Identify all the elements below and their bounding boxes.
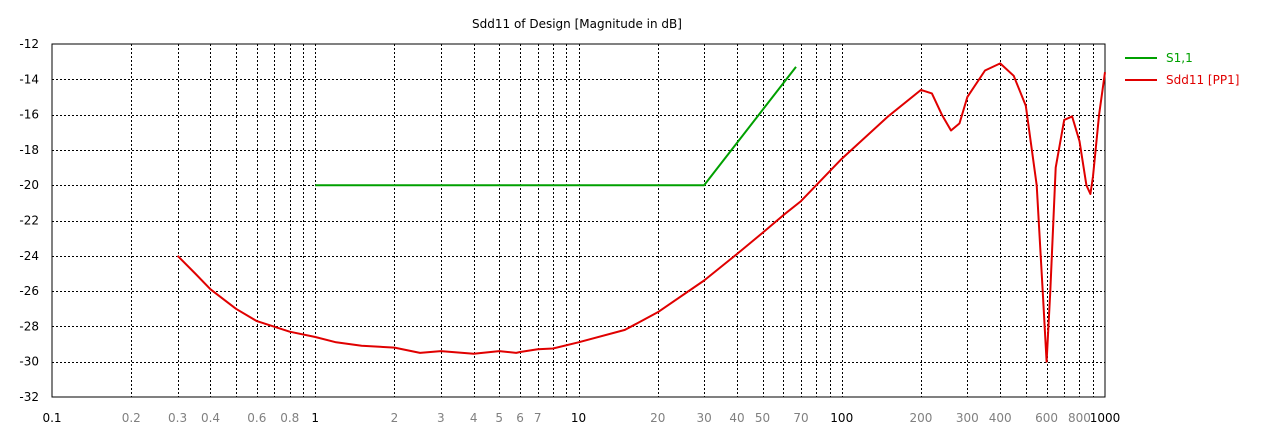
x-tick-label: 0.6 xyxy=(247,411,266,425)
plot-frame xyxy=(51,43,1106,398)
y-tick-label: -14 xyxy=(19,72,39,86)
y-tick-label: -12 xyxy=(19,37,39,51)
y-tick-label: -28 xyxy=(19,319,39,333)
y-tick-label: -20 xyxy=(19,178,39,192)
x-tick-label: 100 xyxy=(830,411,853,425)
x-tick-label: 6 xyxy=(516,411,524,425)
y-tick-label: -30 xyxy=(19,355,39,369)
x-tick-label: 1 xyxy=(311,411,319,425)
x-tick-label: 5 xyxy=(495,411,503,425)
x-tick-label: 40 xyxy=(729,411,744,425)
x-tick-label: 0.8 xyxy=(280,411,299,425)
x-tick-label: 400 xyxy=(989,411,1012,425)
x-tick-label: 20 xyxy=(650,411,665,425)
x-tick-label: 0.4 xyxy=(201,411,220,425)
series-line-1 xyxy=(176,62,1106,363)
x-tick-label: 3 xyxy=(437,411,445,425)
y-tick-label: -18 xyxy=(19,143,39,157)
y-axis: -12 -14 -16 -18 -20 -22 -24 -26 -28 -30 -32 xyxy=(19,37,39,404)
y-tick-label: -32 xyxy=(19,390,39,404)
x-tick-label: 0.2 xyxy=(122,411,141,425)
x-tick-label: 0.1 xyxy=(42,411,61,425)
series-line-0 xyxy=(315,66,797,187)
x-tick-label: 800 xyxy=(1068,411,1091,425)
y-tick-label: -16 xyxy=(19,108,39,122)
x-tick-label: 10 xyxy=(571,411,586,425)
legend-label: Sdd11 [PP1] xyxy=(1166,73,1239,87)
y-tick-label: -24 xyxy=(19,249,39,263)
x-tick-label: 7 xyxy=(534,411,542,425)
grid xyxy=(52,44,1105,397)
y-tick-label: -22 xyxy=(19,214,39,228)
x-tick-label: 50 xyxy=(755,411,770,425)
x-tick-label: 1000 xyxy=(1090,411,1121,425)
x-tick-label: 70 xyxy=(793,411,808,425)
x-tick-label: 600 xyxy=(1035,411,1058,425)
x-tick-label: 2 xyxy=(391,411,399,425)
y-tick-label: -26 xyxy=(19,284,39,298)
legend: S1,1 Sdd11 [PP1] xyxy=(1125,51,1239,87)
legend-label: S1,1 xyxy=(1166,51,1193,65)
x-tick-label: 30 xyxy=(696,411,711,425)
plot-area xyxy=(176,62,1106,363)
x-tick-label: 200 xyxy=(910,411,933,425)
chart-title: Sdd11 of Design [Magnitude in dB] xyxy=(472,17,682,31)
x-axis: 0.1 0.2 0.3 0.4 0.6 0.8 1 2 3 4 5 6 7 10 20 30 40 50 70 100… xyxy=(42,411,1120,425)
x-tick-label: 0.3 xyxy=(168,411,187,425)
x-tick-label: 4 xyxy=(470,411,478,425)
x-tick-label: 300 xyxy=(956,411,979,425)
